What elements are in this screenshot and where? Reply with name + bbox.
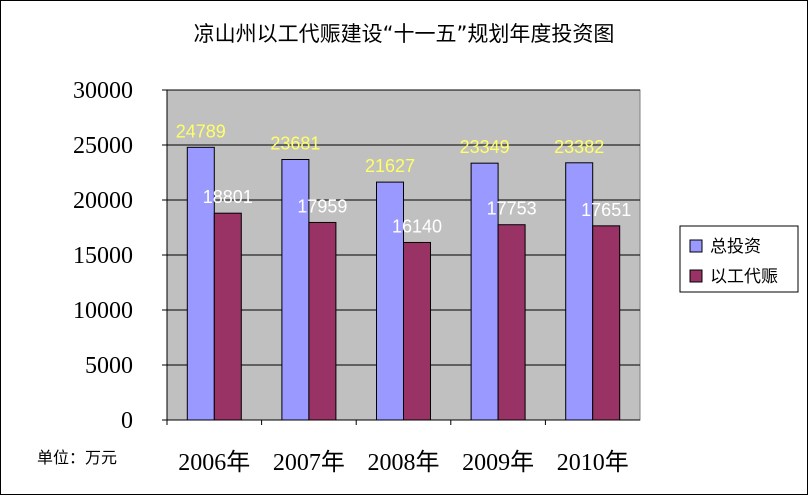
x-tick-label: 2010年 <box>557 449 629 476</box>
y-tick-label: 5000 <box>85 353 133 379</box>
legend-label: 以工代赈 <box>710 267 778 287</box>
y-tick-label: 15000 <box>73 243 133 269</box>
data-label: 23349 <box>460 137 510 157</box>
y-axis-tick-labels: 0 5000 10000 15000 20000 25000 30000 <box>73 78 133 434</box>
data-label: 21627 <box>365 156 415 176</box>
data-label: 23382 <box>554 137 604 157</box>
legend-swatch <box>689 269 703 283</box>
x-tick-label: 2008年 <box>368 449 440 476</box>
bar-work-relief <box>497 224 526 421</box>
legend-swatch <box>689 239 703 253</box>
data-label: 18801 <box>203 187 253 207</box>
bar-total-investment <box>470 162 499 421</box>
data-label: 24789 <box>176 121 226 141</box>
data-labels: 24789 18801 23681 17959 21627 16140 23349 17753… <box>176 121 631 236</box>
bar-total-investment <box>376 181 404 421</box>
bar-total-investment <box>281 159 310 421</box>
x-tick-label: 2006年 <box>178 449 250 476</box>
data-label: 17651 <box>581 200 631 220</box>
legend-label: 总投资 <box>710 237 761 257</box>
y-tick-label: 25000 <box>73 133 133 159</box>
bar-work-relief <box>403 241 431 421</box>
bar-work-relief <box>308 221 337 421</box>
y-tick-label: 20000 <box>73 188 133 214</box>
unit-note: 单位：万元 <box>37 448 117 467</box>
data-label: 23681 <box>270 134 320 154</box>
chart-title: 凉山州以工代赈建设“十一五”规划年度投资图 <box>194 22 615 46</box>
bar-work-relief <box>213 212 242 421</box>
bar-work-relief <box>592 225 621 421</box>
x-tick-label: 2009年 <box>462 449 534 476</box>
bar-total-investment <box>186 146 215 421</box>
bar-total-investment <box>565 162 594 421</box>
x-tick-label: 2007年 <box>273 449 345 476</box>
data-label: 17959 <box>297 196 347 216</box>
y-tick-label: 30000 <box>73 78 133 104</box>
y-tick-label: 10000 <box>73 298 133 324</box>
y-tick-label: 0 <box>121 408 133 434</box>
data-label: 17753 <box>487 199 537 219</box>
data-label: 16140 <box>392 216 442 236</box>
bars <box>186 146 621 421</box>
x-axis-tick-labels: 2006年 2007年 2008年 2009年 2010年 <box>178 449 628 476</box>
